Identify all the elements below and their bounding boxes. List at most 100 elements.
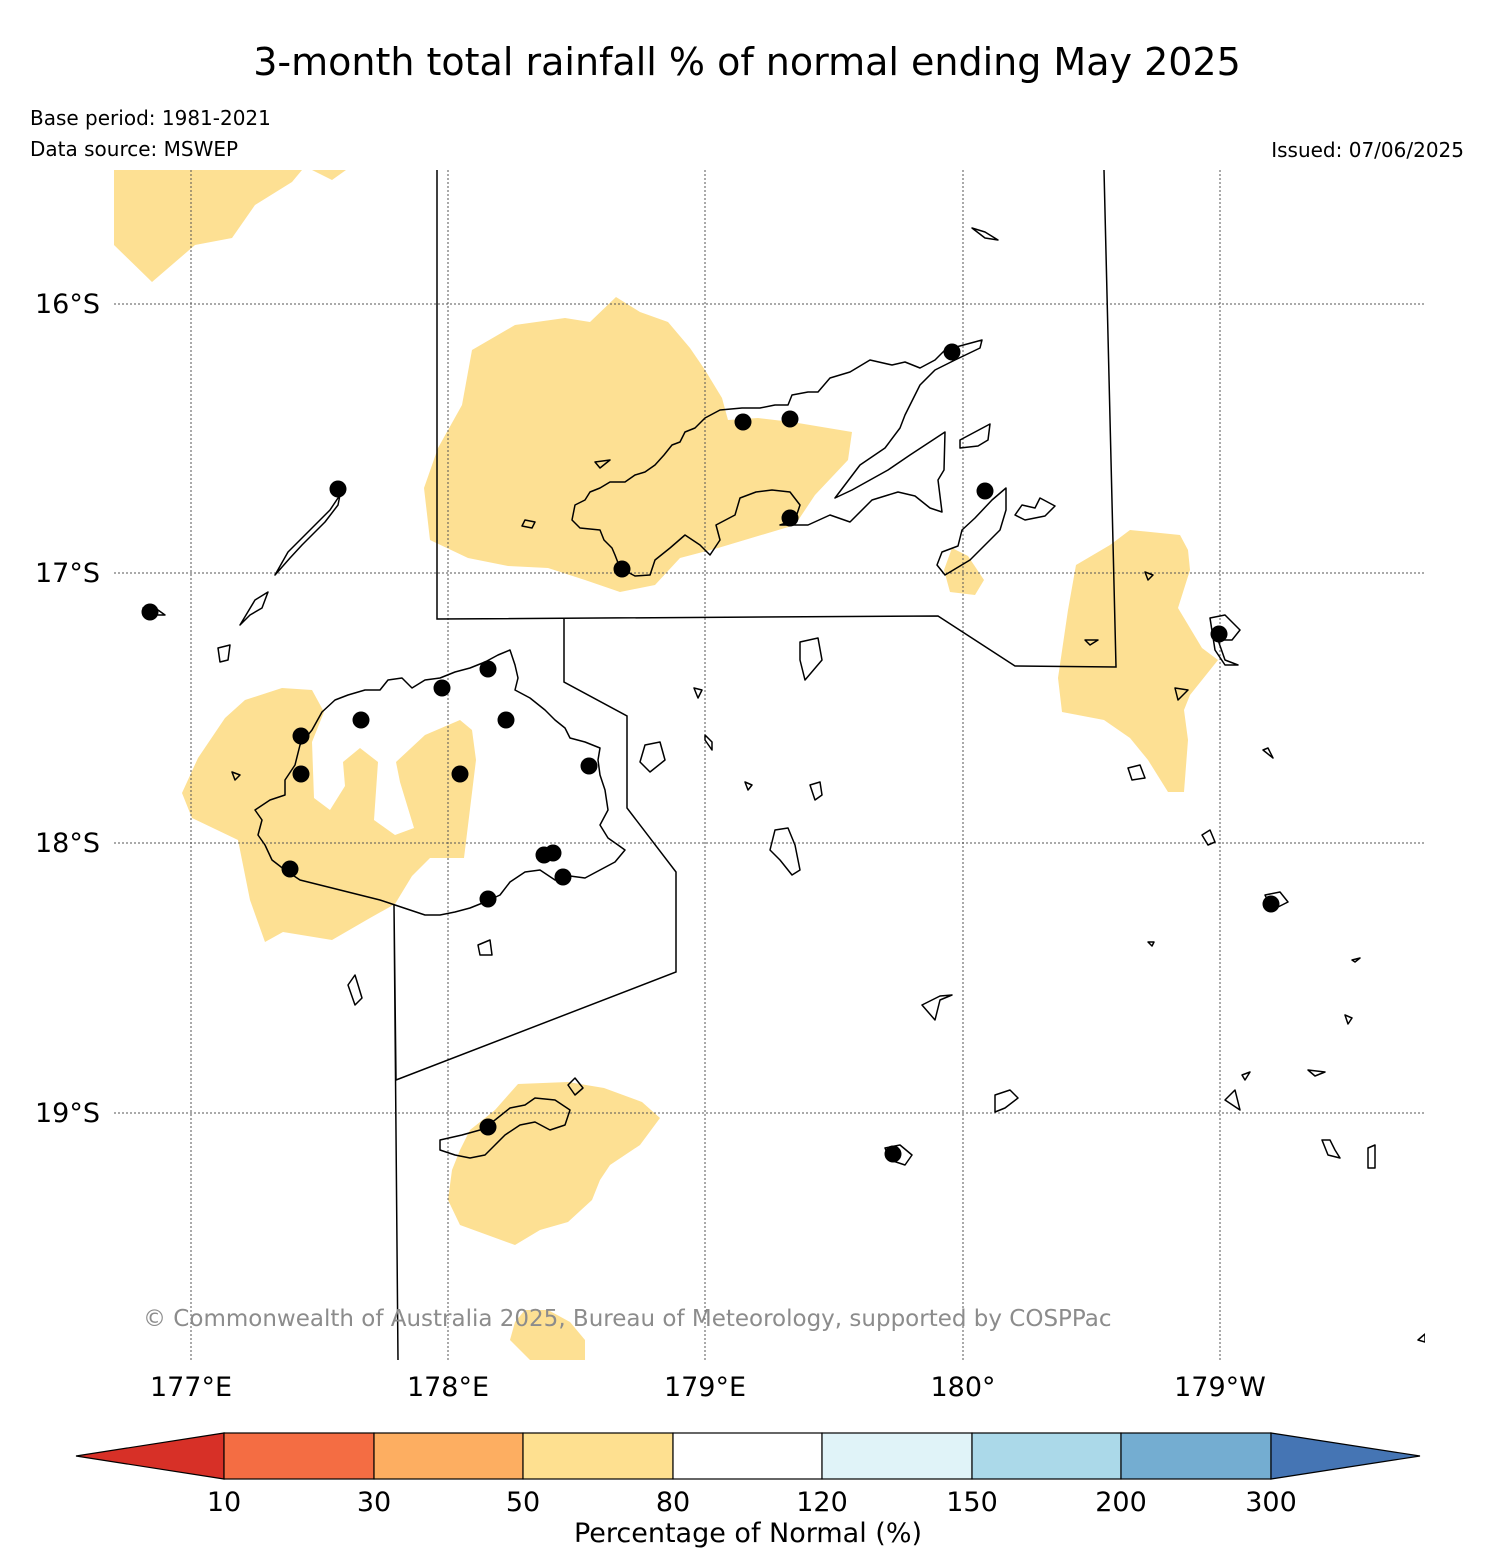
coast-yasawa [239,591,269,626]
station-marker [554,868,572,886]
coast-islet-12 [567,1077,584,1096]
colorbar-segment [821,1432,973,1480]
coast-islet-3 [1262,747,1274,759]
coast-nairai [809,781,823,801]
colorbar-ticks: 10 30 50 80 120 150 200 300 Percentage o… [207,1487,1297,1549]
lon-label-179w: 179°W [1174,1372,1266,1403]
coast-koro [639,741,666,773]
shaded-region-south [510,1310,585,1360]
lat-label-18s: 18°S [35,828,100,859]
shaded-region-nw-small [312,170,346,180]
division-boundaries [393,170,1117,1360]
coast-moala [994,1089,1019,1113]
lat-label-16s: 16°S [35,289,100,320]
station-marker [433,679,451,697]
shaded-region-lau [1058,530,1218,792]
coast-yasawa-2 [274,494,341,576]
shaded-region-nw [114,170,302,282]
map-title: 3-month total rainfall % of normal endin… [253,40,1241,84]
colorbar-segment [672,1432,823,1480]
station-marker [544,844,562,862]
station-marker [613,560,631,578]
coast-islet-1 [1084,639,1099,646]
colorbar-title: Percentage of Normal (%) [574,1518,922,1549]
coast-rabi [959,423,991,449]
coast-islet-7 [1241,1071,1251,1081]
colorbar-segment [373,1432,524,1480]
colorbar-segment [522,1432,674,1480]
station-marker [479,1118,497,1136]
station-marker [141,603,159,621]
shaded-rainfall-regions [114,170,1218,1360]
station-marker [281,860,299,878]
coast-vanua-balavu [1209,614,1241,666]
colorbar-extend-high [1270,1432,1421,1480]
station-marker [781,410,799,428]
lon-label-179e: 179°E [664,1372,746,1403]
coast-naigani [744,781,753,791]
coast-waya [217,644,231,663]
coast-islet-14 [1351,957,1361,963]
coast-islet-9 [521,519,536,529]
coast-ovalau [799,637,823,681]
coast-gau [769,827,801,876]
colorbar [75,1432,1421,1480]
longitude-labels: 177°E 178°E 179°E 180° 179°W [150,1372,1266,1403]
lat-label-17s: 17°S [35,558,100,589]
shaded-region-taveuni [944,548,984,595]
coast-nayau [1201,829,1216,846]
map-frame [114,170,1425,1360]
colorbar-tick: 150 [946,1487,998,1518]
copyright-notice: © Commonwealth of Australia 2025, Bureau… [143,1306,1112,1332]
colorbar-tick: 80 [656,1487,690,1518]
station-marker [479,890,497,908]
coast-islet-4 [1307,1069,1326,1077]
coast-beqa [477,939,493,956]
station-marker [884,1145,902,1163]
coast-makogai [693,687,703,699]
colorbar-tick: 50 [506,1487,540,1518]
coast-ono-i-lau [1367,1144,1376,1169]
coast-islet-13 [1147,941,1155,947]
colorbar-segment [1120,1432,1272,1480]
coastlines [142,227,1425,1343]
coast-kabara [1224,1089,1241,1111]
shaded-region-viti-levu-west [182,688,476,942]
coast-islet-10 [594,459,611,469]
coast-qamea [1014,497,1056,521]
station-marker [734,413,752,431]
coast-north-islet [971,227,999,241]
coast-totoya [921,994,953,1021]
coast-cicia [1174,687,1189,701]
shaded-region-vanua-levu [424,297,852,592]
shaded-region-kadavu [448,1082,660,1245]
station-marker [329,480,347,498]
latitude-labels: 16°S 17°S 18°S 19°S [35,289,100,1129]
station-marker [292,765,310,783]
colorbar-tick: 300 [1245,1487,1297,1518]
lon-label-177e: 177°E [150,1372,232,1403]
coast-vatulele [347,974,363,1006]
colorbar-tick: 30 [357,1487,391,1518]
station-marker [352,711,370,729]
station-marker [976,482,994,500]
coast-ogea [1321,1139,1341,1159]
station-marker [292,727,310,745]
base-period-label: Base period: 1981-2021 [30,106,271,130]
colorbar-tick: 120 [796,1487,848,1518]
colorbar-tick: 200 [1095,1487,1147,1518]
station-marker [451,765,469,783]
coast-viti-levu [254,649,626,916]
lon-label-178e: 178°E [407,1372,489,1403]
station-marker [1210,625,1228,643]
station-marker [580,757,598,775]
data-source-label: Data source: MSWEP [30,137,239,161]
station-marker [781,509,799,527]
coast-taveuni [936,487,1007,576]
coast-islet-2 [1144,571,1154,581]
station-marker [943,343,961,361]
rain-gauge-stations [141,343,1280,1163]
issued-date-label: Issued: 07/06/2025 [1271,138,1464,162]
lat-label-19s: 19°S [35,1098,100,1129]
